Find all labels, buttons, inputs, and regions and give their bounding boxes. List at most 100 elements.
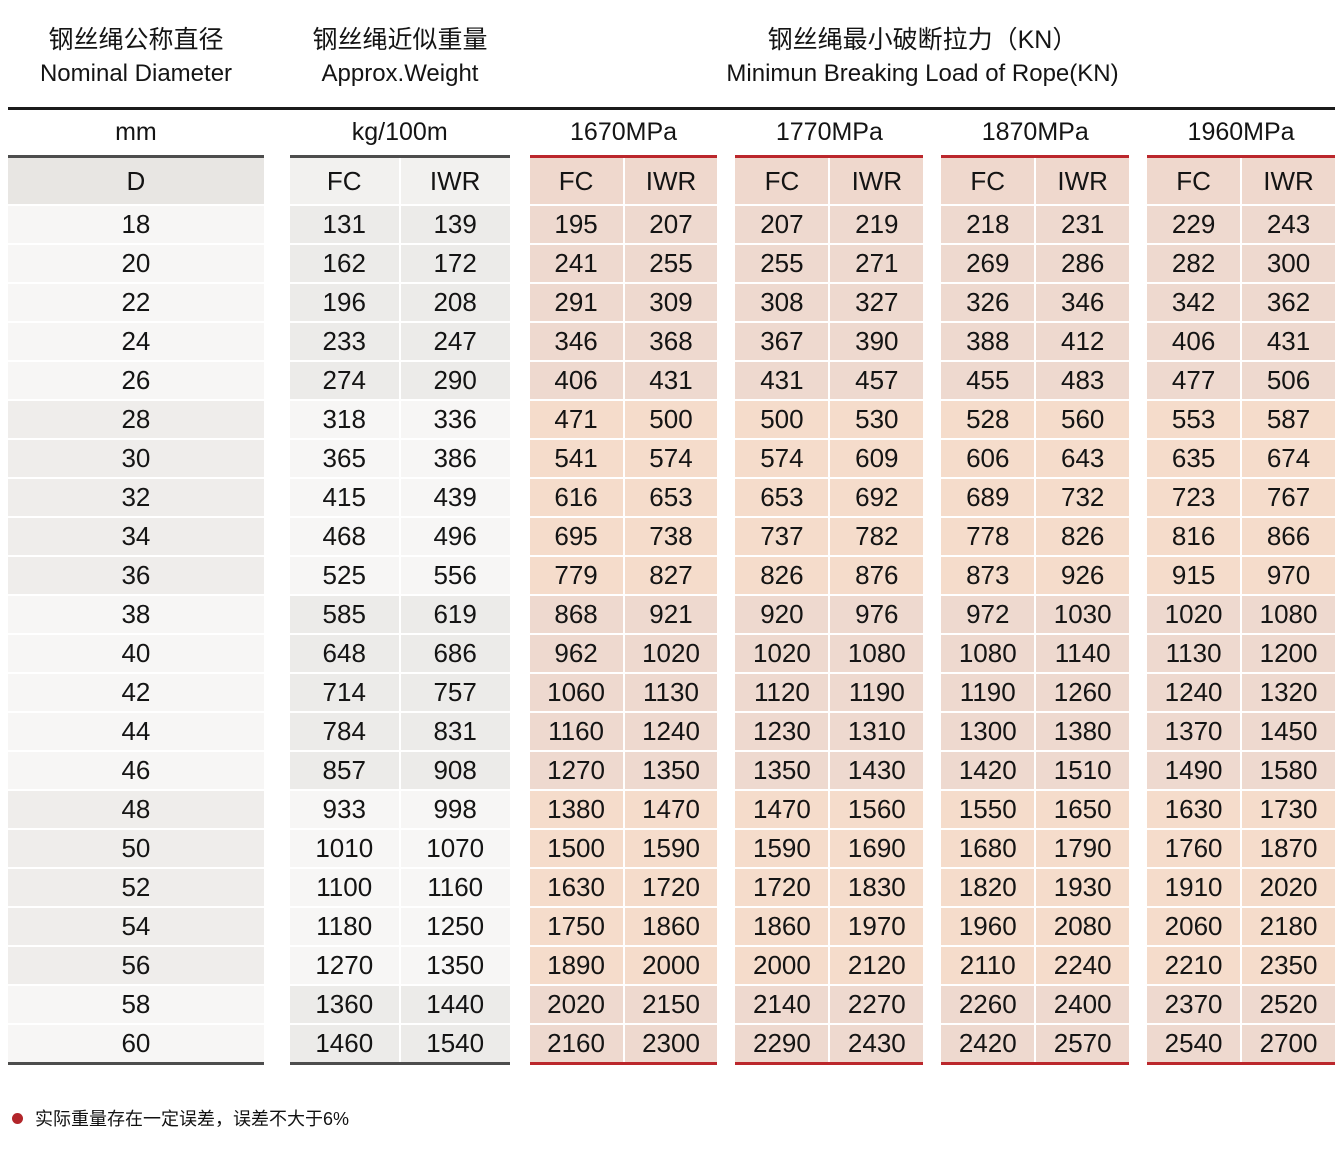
load-fc-value: 2260 <box>941 986 1035 1023</box>
load-iwr-value: 926 <box>1036 557 1130 594</box>
diameter-value: 28 <box>8 401 264 438</box>
load-fc-value: 1470 <box>735 791 829 828</box>
weight-iwr-value: 998 <box>400 791 510 828</box>
load-iwr-value: 2020 <box>1242 869 1335 906</box>
load-iwr-value: 1310 <box>830 713 924 750</box>
load-fc-value: 1960 <box>941 908 1035 945</box>
diameter-value: 44 <box>8 713 264 750</box>
diameter-value: 52 <box>8 869 264 906</box>
load-fc-value: 2000 <box>735 947 829 984</box>
mpa-1770-columns: FC IWR 207 219 255 271 308 327 367 390 431 457 500… <box>735 155 924 1065</box>
load-iwr-value: 1130 <box>624 674 718 711</box>
header-spacer <box>264 24 290 104</box>
load-iwr-value: 574 <box>624 440 718 477</box>
load-fc-value: 2540 <box>1147 1025 1241 1062</box>
load-iwr-value: 2180 <box>1242 908 1335 945</box>
load-fc-value: 1020 <box>735 635 829 672</box>
load-fc-value: 553 <box>1147 401 1241 438</box>
mpa-1670-fc-subheader: FC <box>529 158 623 204</box>
load-iwr-value: 2570 <box>1036 1025 1130 1062</box>
load-fc-value: 1630 <box>1147 791 1241 828</box>
weight-fc-subheader: FC <box>289 158 399 204</box>
mpa-1870-columns: FC IWR 218 231 269 286 326 346 388 412 455 483 528… <box>941 155 1130 1065</box>
load-iwr-value: 866 <box>1242 518 1335 555</box>
load-fc-value: 616 <box>529 479 623 516</box>
diameter-value: 54 <box>8 908 264 945</box>
load-iwr-value: 2430 <box>830 1025 924 1062</box>
weight-fc-value: 714 <box>289 674 399 711</box>
load-iwr-value: 483 <box>1036 362 1130 399</box>
load-iwr-value: 1030 <box>1036 596 1130 633</box>
load-fc-value: 308 <box>735 284 829 321</box>
weight-fc-value: 1270 <box>289 947 399 984</box>
load-iwr-value: 1510 <box>1036 752 1130 789</box>
weight-fc-value: 585 <box>289 596 399 633</box>
load-iwr-value: 1200 <box>1242 635 1335 672</box>
weight-iwr-value: 208 <box>400 284 510 321</box>
load-fc-value: 1300 <box>941 713 1035 750</box>
load-fc-value: 1490 <box>1147 752 1241 789</box>
diameter-value: 26 <box>8 362 264 399</box>
weight-fc-value: 162 <box>289 245 399 282</box>
weight-iwr-subheader: IWR <box>400 158 510 204</box>
load-iwr-value: 1260 <box>1036 674 1130 711</box>
load-iwr-value: 1930 <box>1036 869 1130 906</box>
weight-fc-value: 365 <box>289 440 399 477</box>
load-fc-value: 528 <box>941 401 1035 438</box>
weight-iwr-value: 1070 <box>400 830 510 867</box>
load-iwr-value: 368 <box>624 323 718 360</box>
weight-fc-value: 1010 <box>289 830 399 867</box>
table-header-row: 钢丝绳公称直径 Nominal Diameter 钢丝绳近似重量 Approx.… <box>8 0 1335 104</box>
load-iwr-value: 1080 <box>830 635 924 672</box>
load-iwr-value: 2080 <box>1036 908 1130 945</box>
weight-iwr-value: 1250 <box>400 908 510 945</box>
load-fc-value: 477 <box>1147 362 1241 399</box>
column-gap <box>1129 110 1147 1065</box>
weight-fc-value: 648 <box>289 635 399 672</box>
mpa-1770-label: 1770MPa <box>775 118 883 146</box>
load-iwr-value: 362 <box>1242 284 1335 321</box>
load-iwr-value: 827 <box>624 557 718 594</box>
load-fc-value: 1370 <box>1147 713 1241 750</box>
load-iwr-value: 1080 <box>1242 596 1335 633</box>
mpa-1960-label: 1960MPa <box>1187 118 1295 146</box>
load-fc-value: 1380 <box>529 791 623 828</box>
load-fc-value: 1160 <box>529 713 623 750</box>
diameter-header-en: Nominal Diameter <box>39 59 233 87</box>
load-iwr-value: 1790 <box>1036 830 1130 867</box>
load-fc-value: 1120 <box>735 674 829 711</box>
load-fc-value: 2060 <box>1147 908 1241 945</box>
diameter-value: 32 <box>8 479 264 516</box>
load-fc-value: 1500 <box>529 830 623 867</box>
weight-iwr-value: 172 <box>400 245 510 282</box>
load-iwr-value: 2240 <box>1036 947 1130 984</box>
load-fc-value: 868 <box>529 596 623 633</box>
mpa-1870-column-group: 1870MPa FC IWR 218 231 269 286 326 346 388 412 4… <box>941 110 1130 1065</box>
load-fc-value: 1350 <box>735 752 829 789</box>
weight-iwr-value: 247 <box>400 323 510 360</box>
load-fc-value: 1910 <box>1147 869 1241 906</box>
load-iwr-value: 643 <box>1036 440 1130 477</box>
load-iwr-value: 327 <box>830 284 924 321</box>
load-iwr-value: 346 <box>1036 284 1130 321</box>
mpa-1960-iwr-subheader: IWR <box>1242 158 1335 204</box>
load-fc-value: 779 <box>529 557 623 594</box>
mpa-1870-iwr-subheader: IWR <box>1036 158 1130 204</box>
load-fc-value: 342 <box>1147 284 1241 321</box>
column-gap <box>510 110 530 1065</box>
diameter-value: 60 <box>8 1025 264 1062</box>
load-fc-value: 218 <box>941 206 1035 243</box>
load-fc-value: 1080 <box>941 635 1035 672</box>
load-fc-value: 1720 <box>735 869 829 906</box>
load-iwr-value: 207 <box>624 206 718 243</box>
weight-columns: FC IWR 131 139 162 172 196 208 233 247 274 290 318… <box>289 155 510 1065</box>
load-fc-value: 1860 <box>735 908 829 945</box>
mpa-1960-fc-subheader: FC <box>1147 158 1241 204</box>
load-fc-value: 920 <box>735 596 829 633</box>
weight-iwr-value: 619 <box>400 596 510 633</box>
load-fc-value: 541 <box>529 440 623 477</box>
load-fc-value: 2420 <box>941 1025 1035 1062</box>
diameter-value: 36 <box>8 557 264 594</box>
load-iwr-value: 1470 <box>624 791 718 828</box>
